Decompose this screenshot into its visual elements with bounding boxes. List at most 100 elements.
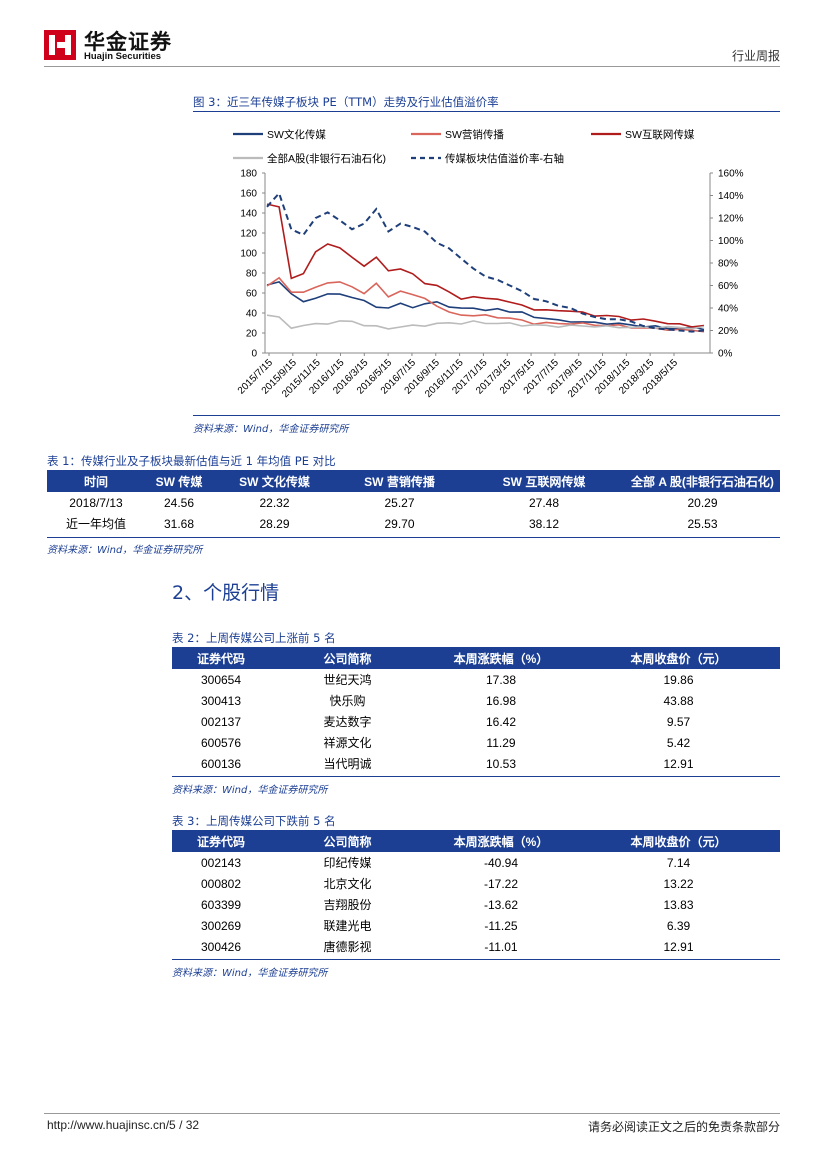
table-row: 2018/7/13 24.56 22.32 25.27 27.48 20.29 xyxy=(47,492,780,513)
table2-cell: 300654 xyxy=(200,672,242,687)
table1-cell: 20.29 xyxy=(687,495,718,510)
pe-trend-chart: 0 20 40 60 80 100 120 140 160 180 0% 20% 40% 60% 80% 10… xyxy=(233,128,744,400)
table2-cell: 600136 xyxy=(200,756,242,771)
y-right-tick-label: 40% xyxy=(718,304,738,315)
table2-bottom-rule xyxy=(172,776,780,777)
series-line-0 xyxy=(266,281,705,331)
table3-bottom-rule xyxy=(172,959,780,960)
table3-cell: 12.91 xyxy=(663,939,694,954)
table1-header-0: 时间 xyxy=(47,470,145,492)
legend-label: SW文化传媒 xyxy=(267,128,326,141)
table3-cell: 300269 xyxy=(200,918,242,933)
table-row: 600576 祥源文化 11.29 5.42 xyxy=(172,732,780,753)
series-line-3 xyxy=(266,314,705,330)
y-right-tick-label: 100% xyxy=(718,236,744,247)
table2-cell: 麦达数字 xyxy=(323,715,372,729)
table2-cell: 16.98 xyxy=(485,693,517,708)
table1: 时间 SW 传媒 SW 文化传媒 SW 营销传播 SW 互联网传媒 全部 A 股(非银行石… xyxy=(47,470,780,534)
table1-header-1: SW 传媒 xyxy=(145,470,213,492)
table-row: 300413 快乐购 16.98 43.88 xyxy=(172,690,780,711)
series-line-4 xyxy=(266,191,705,333)
table3-cell: 北京文化 xyxy=(323,877,372,891)
footer-url-page: http://www.huajinsc.cn/5 / 32 xyxy=(47,1118,200,1132)
table1-cell: 2018/7/13 xyxy=(69,495,123,510)
table3-cell: 吉翔股份 xyxy=(323,898,372,912)
table3-cell: 13.22 xyxy=(663,876,694,891)
company-logo-icon xyxy=(44,30,76,60)
table3-source: 资料来源：Wind，华金证券研究所 xyxy=(172,968,328,979)
table-row: 300269 联建光电 -11.25 6.39 xyxy=(172,915,780,936)
table1-cell: 25.27 xyxy=(384,495,415,510)
table1-cell: 22.32 xyxy=(259,495,290,510)
table3-cell: 7.14 xyxy=(666,855,691,870)
table1-source: 资料来源：Wind，华金证券研究所 xyxy=(47,545,203,556)
table2-header-0: 证券代码 xyxy=(172,647,270,669)
y-left-tick-label: 80 xyxy=(246,269,258,280)
table1-cell: 近一年均值 xyxy=(65,517,126,531)
table1-cell: 28.29 xyxy=(259,516,290,531)
table3-cell: -11.25 xyxy=(484,918,518,933)
table2-cell: 当代明诚 xyxy=(323,757,372,771)
y-left-tick-label: 20 xyxy=(246,329,258,340)
table1-title: 表 1：传媒行业及子板块最新估值与近 1 年均值 PE 对比 xyxy=(47,454,336,468)
figure-title: 图 3：近三年传媒子板块 PE（TTM）走势及行业估值溢价率 xyxy=(193,95,499,109)
logo-english-name: Huajin Securities xyxy=(84,51,162,62)
table1-cell: 29.70 xyxy=(384,516,415,531)
table2-cell: 43.88 xyxy=(663,693,694,708)
table1-header-3: SW 营销传播 xyxy=(336,470,463,492)
figure-top-rule xyxy=(193,111,780,112)
table-row: 002143 印纪传媒 -40.94 7.14 xyxy=(172,852,780,873)
legend-label: 传媒板块估值溢价率-右轴 xyxy=(445,152,564,165)
y-left-tick-label: 180 xyxy=(240,169,257,180)
table-row: 000802 北京文化 -17.22 13.22 xyxy=(172,873,780,894)
table1-cell: 27.48 xyxy=(528,495,560,510)
table3-header-1: 公司简称 xyxy=(270,830,425,852)
table3-cell: 唐德影视 xyxy=(323,940,372,954)
table1-bottom-rule xyxy=(47,537,780,538)
y-right-tick-label: 80% xyxy=(718,259,738,270)
table3-cell: -40.94 xyxy=(483,855,519,870)
table3-cell: -17.22 xyxy=(483,876,519,891)
table1-header-2: SW 文化传媒 xyxy=(213,470,336,492)
table1-cell: 24.56 xyxy=(163,495,195,510)
y-left-tick-label: 160 xyxy=(240,189,257,200)
table2-header-2: 本周涨跌幅（%） xyxy=(425,647,577,669)
figure-source: 资料来源：Wind，华金证券研究所 xyxy=(193,424,349,435)
table2-cell: 17.38 xyxy=(485,672,517,687)
table3-header-3: 本周收盘价（元） xyxy=(577,830,780,852)
table3: 证券代码 公司简称 本周涨跌幅（%） 本周收盘价（元） 002143 印纪传媒 -40.9… xyxy=(172,830,780,957)
table3-cell: 002143 xyxy=(200,855,242,870)
y-right-tick-label: 140% xyxy=(718,191,744,202)
y-right-tick-label: 0% xyxy=(718,349,733,360)
y-right-tick-label: 20% xyxy=(718,326,738,337)
table3-cell: 联建光电 xyxy=(323,919,372,933)
table2-title: 表 2：上周传媒公司上涨前 5 名 xyxy=(172,631,336,645)
legend-label: 全部A股(非银行石油石化) xyxy=(267,152,386,165)
logo-chinese-name: 华金证券 xyxy=(84,30,172,54)
table2-cell: 300413 xyxy=(200,693,242,708)
table-row: 300654 世纪天鸿 17.38 19.86 xyxy=(172,669,780,690)
table1-cell: 31.68 xyxy=(163,516,195,531)
table2-cell: 600576 xyxy=(200,735,242,750)
table2-cell: 9.57 xyxy=(666,714,691,729)
table3-cell: 印纪传媒 xyxy=(323,856,372,870)
table2-cell: 16.42 xyxy=(485,714,517,729)
table-row: 002137 麦达数字 16.42 9.57 xyxy=(172,711,780,732)
table1-cell: 38.12 xyxy=(528,516,560,531)
legend-label: SW互联网传媒 xyxy=(625,128,695,141)
table2-cell: 祥源文化 xyxy=(323,736,372,750)
header-divider xyxy=(44,66,780,67)
table1-header-5: 全部 A 股(非银行石油石化) xyxy=(625,470,780,492)
table-row: 近一年均值 31.68 28.29 29.70 38.12 25.53 xyxy=(47,513,780,534)
table3-header-0: 证券代码 xyxy=(172,830,270,852)
table2: 证券代码 公司简称 本周涨跌幅（%） 本周收盘价（元） 300654 世纪天鸿 17.38… xyxy=(172,647,780,774)
footer-disclaimer: 请务必阅读正文之后的免责条款部分 xyxy=(587,1120,780,1134)
table2-cell: 11.29 xyxy=(486,735,516,750)
table3-title: 表 3：上周传媒公司下跌前 5 名 xyxy=(172,814,336,828)
table3-cell: 6.39 xyxy=(666,918,691,933)
table3-cell: 603399 xyxy=(200,897,242,912)
table2-cell: 12.91 xyxy=(663,756,694,771)
table2-cell: 5.42 xyxy=(666,735,691,750)
table2-cell: 002137 xyxy=(200,714,242,729)
section-title: 2、个股行情 xyxy=(172,582,280,604)
